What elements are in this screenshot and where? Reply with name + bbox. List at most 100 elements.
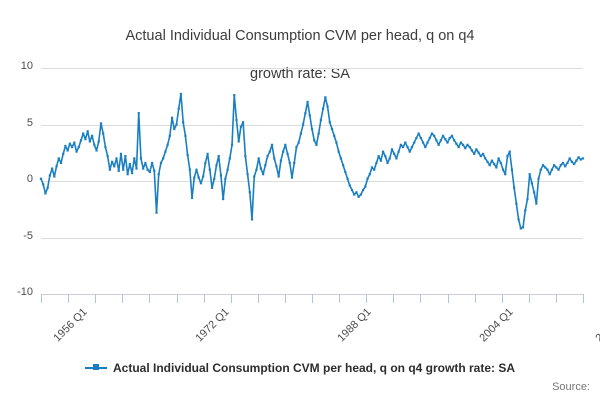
data-point-marker: [86, 130, 89, 133]
data-point-marker: [222, 197, 225, 201]
data-point-marker: [108, 168, 111, 171]
data-point-marker: [333, 134, 336, 137]
data-point-marker: [490, 159, 494, 162]
data-point-marker: [75, 150, 78, 153]
data-point-marker: [573, 162, 576, 166]
data-point-marker: [164, 150, 167, 153]
data-point-marker: [313, 139, 316, 142]
data-point-marker: [373, 168, 376, 171]
data-point-marker: [419, 136, 422, 140]
data-point-marker: [553, 164, 556, 167]
data-point-marker: [493, 162, 496, 166]
data-point-marker: [237, 140, 240, 143]
data-point-marker: [395, 157, 398, 160]
x-axis-tick: [68, 294, 70, 303]
x-axis-tick: [230, 294, 232, 303]
data-point-marker: [519, 227, 522, 230]
data-point-marker: [421, 141, 425, 144]
data-point-marker: [537, 177, 540, 180]
data-point-marker: [406, 146, 409, 149]
data-point-marker: [319, 118, 322, 122]
data-point-marker: [197, 176, 200, 179]
x-axis-tick: [339, 294, 341, 303]
data-point-marker: [177, 107, 180, 110]
data-point-marker: [342, 164, 345, 167]
data-point-marker: [315, 143, 318, 146]
data-point-marker: [66, 149, 69, 152]
data-point-marker: [284, 143, 287, 146]
data-point-marker: [273, 157, 276, 160]
data-point-marker: [415, 136, 418, 140]
data-point-marker: [579, 158, 582, 161]
data-point-marker: [110, 160, 114, 163]
data-point-marker: [106, 155, 109, 158]
data-point-marker: [555, 166, 558, 169]
data-point-marker: [53, 175, 56, 178]
data-point-marker: [148, 170, 151, 174]
x-axis-tick-label: 2004 Q1: [477, 306, 517, 345]
data-point-marker: [504, 173, 507, 176]
data-point-marker: [126, 173, 129, 176]
chart-title-line-1: Actual Individual Consumption CVM per he…: [125, 28, 475, 44]
data-point-marker: [97, 140, 100, 143]
x-axis-tick: [501, 294, 503, 303]
data-point-marker: [515, 202, 518, 205]
gridline: [41, 181, 583, 182]
data-point-marker: [202, 175, 205, 178]
data-point-marker: [413, 141, 416, 144]
data-point-marker: [290, 176, 294, 179]
data-point-marker: [564, 165, 567, 168]
data-point-marker: [124, 155, 127, 158]
data-point-marker: [306, 100, 309, 103]
legend-item-series[interactable]: Actual Individual Consumption CVM per he…: [84, 361, 515, 375]
data-point-marker: [115, 157, 118, 160]
data-point-marker: [439, 139, 442, 142]
data-point-marker: [255, 168, 258, 171]
data-point-marker: [215, 164, 218, 167]
data-point-marker: [93, 143, 96, 146]
data-point-marker: [577, 156, 580, 159]
data-point-marker: [386, 161, 389, 165]
data-point-marker: [193, 176, 196, 179]
data-point-marker: [268, 150, 271, 153]
plot-area: 10 5 0 -5 -10: [0, 60, 600, 305]
data-point-marker: [304, 112, 307, 115]
data-point-marker: [122, 168, 125, 171]
data-point-marker: [517, 218, 520, 221]
data-point-marker: [135, 167, 138, 170]
gridline: [41, 237, 583, 239]
data-point-marker: [521, 226, 525, 229]
data-point-marker: [159, 161, 163, 165]
data-point-marker: [137, 112, 140, 115]
data-point-marker: [175, 123, 178, 126]
data-point-marker: [42, 183, 45, 186]
data-point-marker: [379, 159, 382, 162]
data-point-marker: [539, 168, 542, 171]
data-point-marker: [162, 157, 165, 160]
y-axis-tick-label: 5: [26, 116, 33, 129]
data-point-marker: [535, 202, 538, 205]
data-point-marker: [270, 143, 274, 146]
chart-title-line-2: growth rate: SA: [250, 66, 350, 82]
data-point-marker: [533, 191, 536, 194]
data-point-marker: [546, 168, 549, 171]
data-point-marker: [561, 161, 565, 165]
data-point-marker: [213, 177, 216, 180]
data-point-marker: [299, 132, 302, 135]
data-point-marker: [526, 197, 529, 201]
data-point-marker: [235, 118, 238, 122]
data-point-marker: [84, 138, 87, 141]
data-point-marker: [95, 149, 98, 152]
data-point-marker: [266, 155, 269, 158]
data-point-marker: [346, 177, 349, 180]
x-axis-tick: [583, 294, 584, 303]
data-point-marker: [335, 141, 338, 144]
x-axis-tick: [95, 294, 97, 303]
data-point-marker: [46, 186, 49, 189]
data-point-marker: [479, 155, 482, 158]
x-axis-tick: [366, 294, 368, 303]
data-point-marker: [330, 127, 334, 131]
data-point-marker: [404, 141, 407, 144]
data-point-marker: [253, 175, 256, 178]
x-axis-tick: [122, 294, 124, 303]
